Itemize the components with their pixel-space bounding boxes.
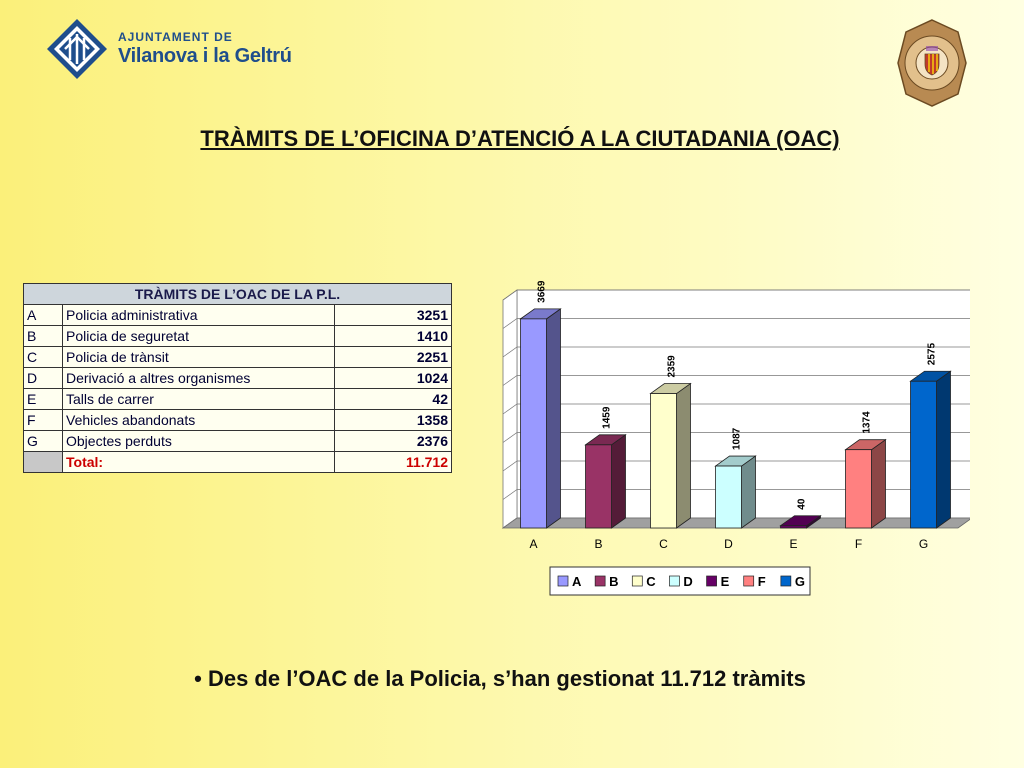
table-row: G Objectes perduts 2376 — [23, 430, 452, 452]
chart-bar — [714, 455, 757, 529]
row-label: Policia de seguretat — [62, 325, 335, 347]
total-label: Total: — [62, 451, 335, 473]
table-row: A Policia administrativa 3251 — [23, 304, 452, 326]
legend-swatch — [669, 575, 680, 587]
row-label: Policia administrativa — [62, 304, 335, 326]
org-name: Vilanova i la Geltrú — [118, 45, 292, 67]
total-value: 11.712 — [334, 451, 452, 473]
total-empty-cell — [23, 451, 63, 473]
chart-bar — [844, 438, 887, 529]
legend-swatch — [706, 575, 717, 587]
chart-category-label: D — [724, 537, 733, 551]
chart-bar — [519, 308, 562, 529]
legend-label: A — [572, 574, 582, 589]
chart-data-label: 2575 — [927, 343, 938, 366]
table-total-row: Total: 11.712 — [23, 451, 452, 473]
chart-data-label: 1374 — [862, 411, 873, 434]
org-top-label: AJUNTAMENT DE — [118, 30, 233, 44]
chart-gridline — [502, 489, 970, 500]
legend-label: C — [646, 574, 656, 589]
row-letter: B — [23, 325, 63, 347]
row-letter: F — [23, 409, 63, 431]
row-letter: G — [23, 430, 63, 452]
row-letter: D — [23, 367, 63, 389]
row-value: 1024 — [334, 367, 452, 389]
legend-label: F — [758, 574, 766, 589]
legend-swatch — [780, 575, 792, 587]
municipal-logo: AJUNTAMENT DE Vilanova i la Geltrú — [46, 18, 292, 80]
bar-chart: 3669 A 1459 B 2359 C 1087 D 40 E 1374 F 2575 G A B C D E F G — [501, 280, 970, 596]
chart-gridline — [502, 318, 970, 329]
chart-data-label: 1459 — [602, 406, 613, 429]
chart-gridline — [502, 375, 970, 386]
summary-bullet: • Des de l’OAC de la Policia, s’han gest… — [194, 666, 806, 691]
row-label: Derivació a altres organismes — [62, 367, 335, 389]
chart-gridline — [502, 346, 970, 358]
chart-category-label: A — [529, 537, 537, 551]
legend-label: B — [609, 574, 618, 589]
chart-data-label: 2359 — [667, 355, 678, 378]
chart-bar — [909, 370, 952, 529]
legend-label: E — [721, 574, 730, 589]
oac-table: TRÀMITS DE L’OAC DE LA P.L. A Policia ad… — [23, 283, 452, 473]
legend-swatch — [631, 575, 643, 587]
chart-category-label: G — [919, 537, 928, 551]
page-title: TRÀMITS DE L’OFICINA D’ATENCIÓ A LA CIUT… — [200, 126, 840, 151]
chart-bar — [584, 434, 627, 529]
legend-swatch — [743, 575, 755, 587]
table-header: TRÀMITS DE L’OAC DE LA P.L. — [23, 283, 452, 305]
chart-gridline — [502, 460, 970, 472]
chart-category-label: B — [594, 537, 602, 551]
chart-data-label: 1087 — [732, 427, 743, 450]
table-row: E Talls de carrer 42 — [23, 388, 452, 410]
row-label: Vehicles abandonats — [62, 409, 335, 431]
chart-category-label: C — [659, 537, 668, 551]
row-label: Objectes perduts — [62, 430, 335, 452]
chart-gridline — [502, 432, 970, 443]
table-row: C Policia de trànsit 2251 — [23, 346, 452, 368]
chart-category-label: E — [789, 537, 797, 551]
row-label: Policia de trànsit — [62, 346, 335, 368]
row-label: Talls de carrer — [62, 388, 335, 410]
legend-label: G — [795, 574, 805, 589]
table-row: B Policia de seguretat 1410 — [23, 325, 452, 347]
row-value: 2376 — [334, 430, 452, 452]
chart-bar — [649, 382, 692, 529]
chart-gridline — [502, 403, 970, 415]
row-value: 42 — [334, 388, 452, 410]
legend-label: D — [683, 574, 692, 589]
legend-swatch — [557, 575, 569, 587]
row-value: 3251 — [334, 304, 452, 326]
municipal-emblem-icon — [47, 19, 107, 79]
row-letter: E — [23, 388, 63, 410]
table-row: F Vehicles abandonats 1358 — [23, 409, 452, 431]
chart-data-label: 40 — [797, 498, 808, 510]
chart-gridline — [502, 289, 970, 301]
row-value: 1358 — [334, 409, 452, 431]
legend-swatch — [594, 575, 606, 587]
row-letter: A — [23, 304, 63, 326]
chart-legend — [549, 566, 811, 596]
row-value: 2251 — [334, 346, 452, 368]
chart-data-label: 3669 — [537, 280, 548, 303]
police-seal-icon — [897, 19, 967, 107]
chart-bar — [779, 514, 822, 529]
row-letter: C — [23, 346, 63, 368]
chart-category-label: F — [855, 537, 862, 551]
row-value: 1410 — [334, 325, 452, 347]
table-row: D Derivació a altres organismes 1024 — [23, 367, 452, 389]
